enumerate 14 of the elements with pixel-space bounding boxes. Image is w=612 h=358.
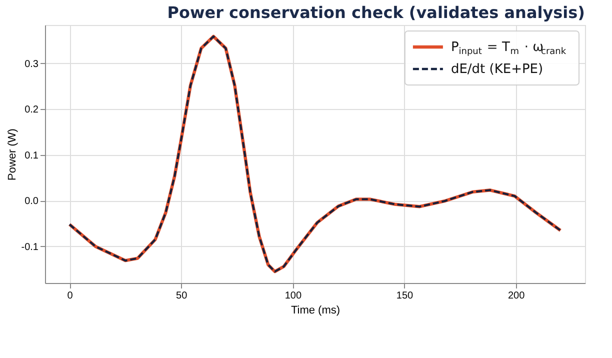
x-tick-label: 200 bbox=[508, 290, 526, 302]
y-tick-label: 0.1 bbox=[24, 150, 39, 162]
x-tick-label: 150 bbox=[396, 290, 414, 302]
x-tick-label: 100 bbox=[284, 290, 302, 302]
x-tick-label: 50 bbox=[176, 290, 188, 302]
y-tick-label: 0.3 bbox=[24, 58, 39, 70]
y-tick-label: 0.0 bbox=[24, 196, 39, 208]
y-tick-label: 0.2 bbox=[24, 104, 39, 116]
x-tick-label: 0 bbox=[67, 290, 74, 302]
chart-title: Power conservation check (validates analysis) bbox=[167, 3, 585, 22]
x-axis-title: Time (ms) bbox=[290, 304, 340, 316]
y-tick-label: -0.1 bbox=[21, 242, 39, 253]
legend-label: dE/dt (KE+PE) bbox=[450, 62, 544, 77]
y-axis-title: Power (W) bbox=[6, 128, 18, 180]
